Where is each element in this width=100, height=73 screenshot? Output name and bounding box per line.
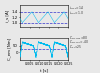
Text: $C_{ref}$=25: $C_{ref}$=25 xyxy=(69,43,82,51)
X-axis label: t [s]: t [s] xyxy=(40,68,48,72)
Y-axis label: C_em [Nm]: C_em [Nm] xyxy=(7,38,11,60)
Text: $C_{em,min}$=-40: $C_{em,min}$=-40 xyxy=(69,39,89,46)
Text: $i_{smin}$=1.0: $i_{smin}$=1.0 xyxy=(69,10,84,17)
Text: $C_{em,max}$=80: $C_{em,max}$=80 xyxy=(69,34,88,42)
Y-axis label: i_s [A]: i_s [A] xyxy=(6,10,10,22)
Text: $i_{smax}$=1.4: $i_{smax}$=1.4 xyxy=(69,5,85,12)
